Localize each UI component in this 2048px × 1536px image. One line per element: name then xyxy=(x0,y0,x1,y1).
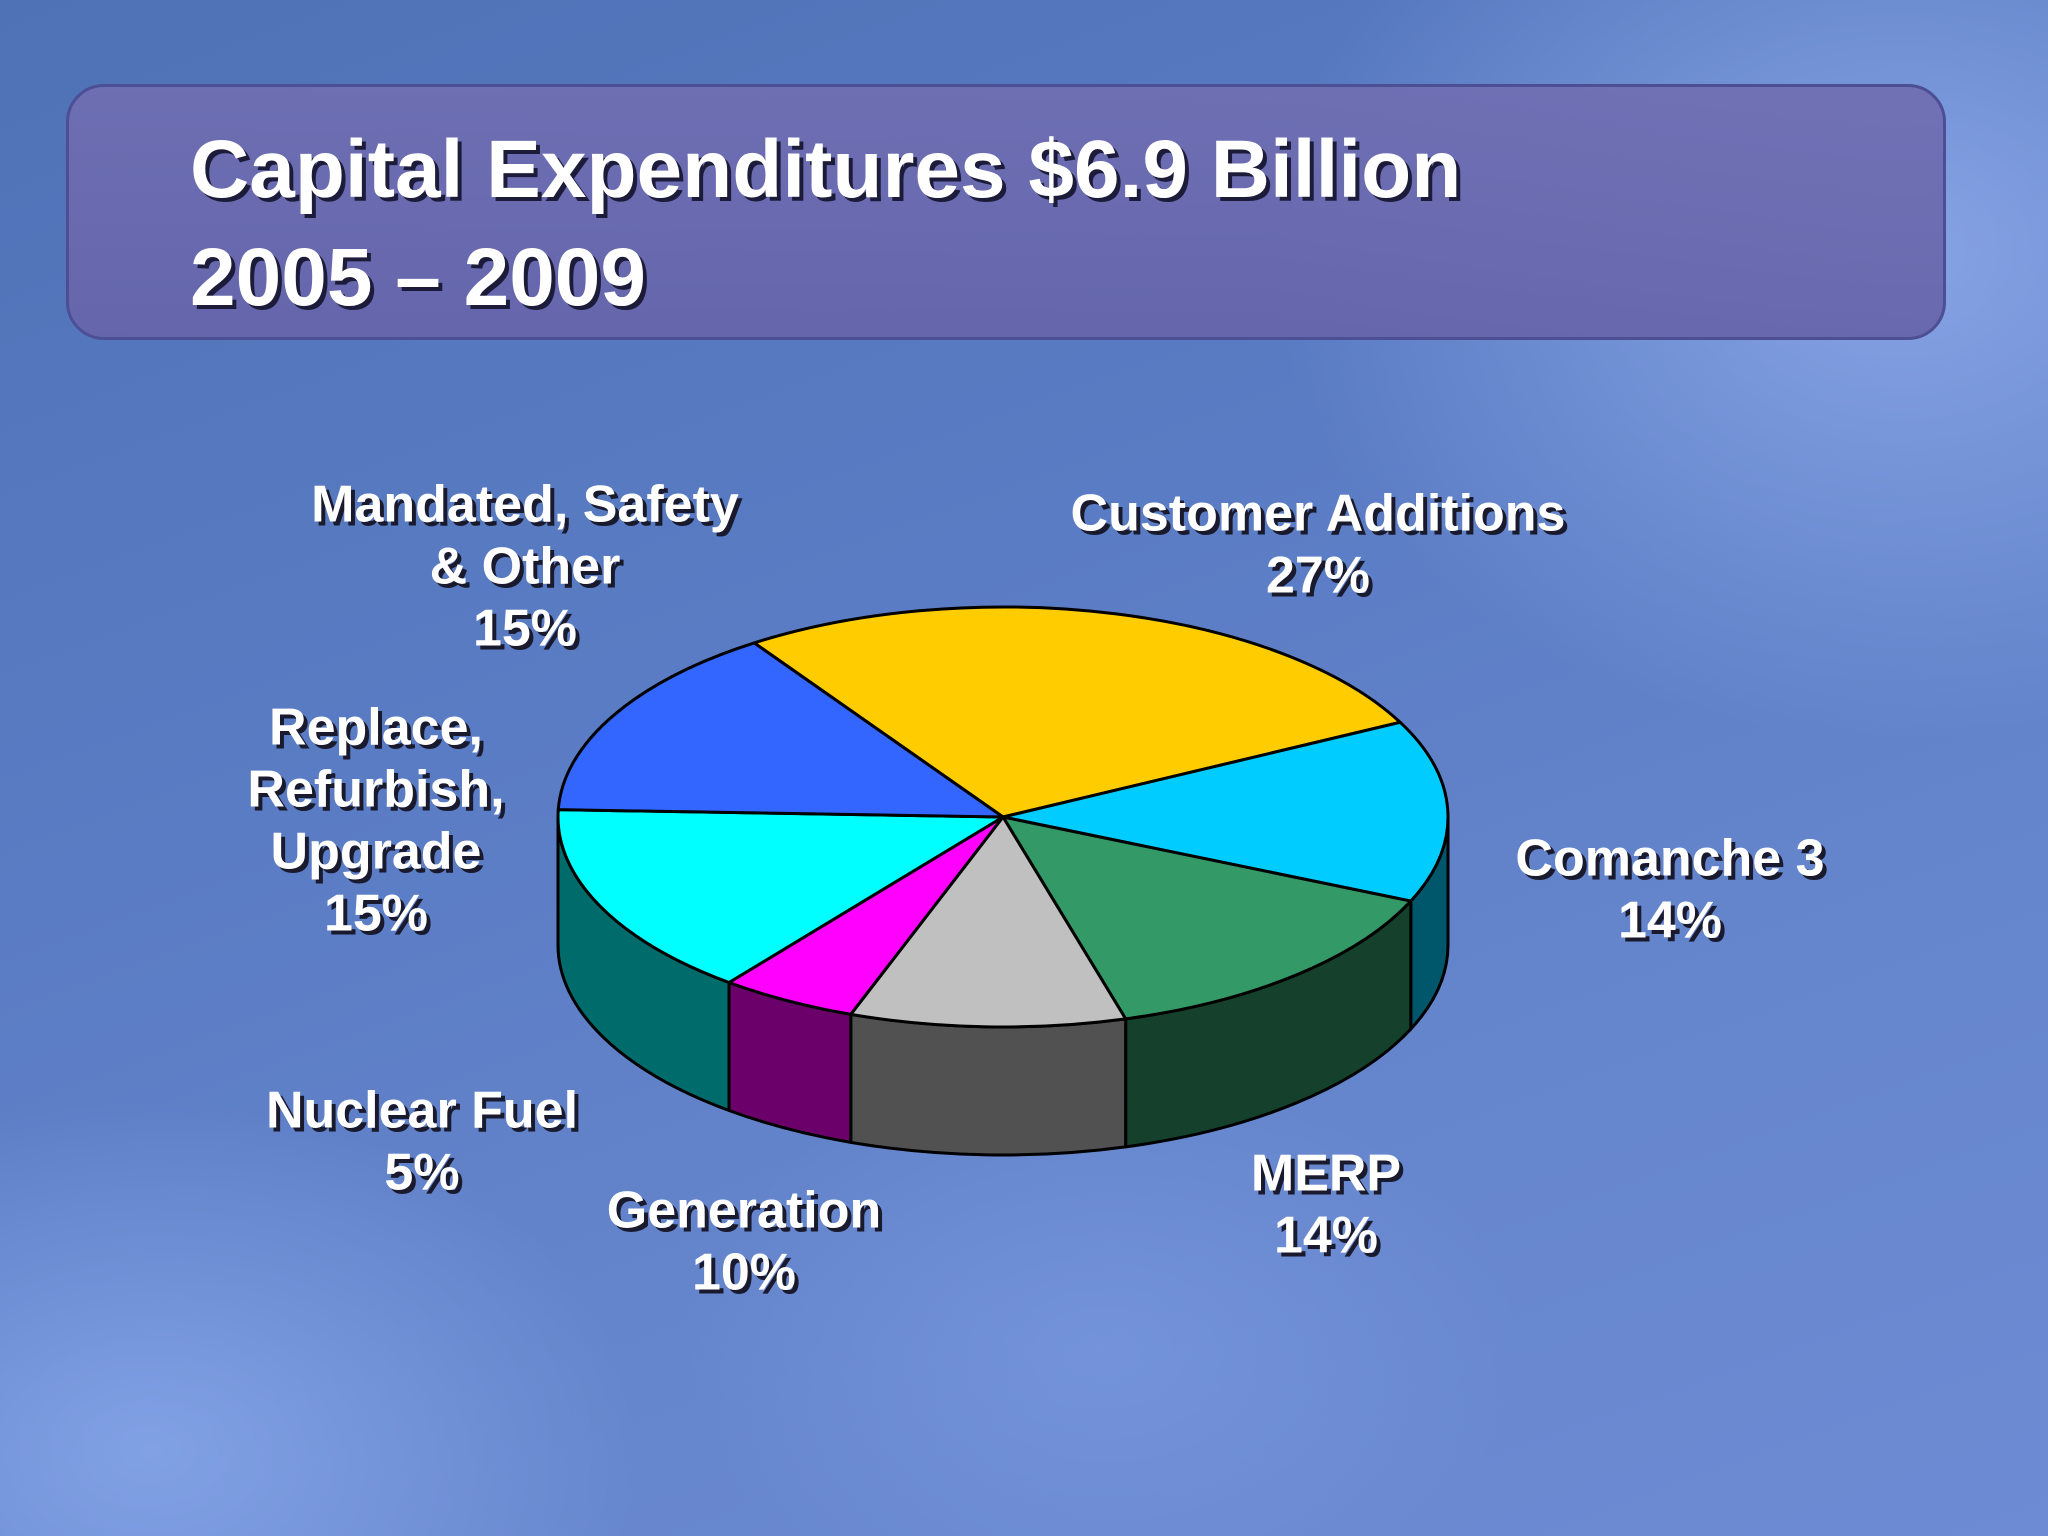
slice-label-shadow: Replace, xyxy=(273,703,487,761)
slice-percent-label: 27% xyxy=(1266,547,1370,605)
slice-label-shadow: MERP xyxy=(1255,1149,1405,1207)
slice-percent-label: 14% xyxy=(1618,892,1722,950)
pie-slice-6 xyxy=(556,641,1005,819)
slice-name-label: Replace, xyxy=(269,699,483,757)
slice-label-shadow: 27% xyxy=(1270,551,1374,609)
pie-side-3 xyxy=(849,1012,1128,1157)
slide-subtitle-years: 2005 – 2009 xyxy=(190,232,647,323)
slice-name-label: Refurbish, xyxy=(247,761,504,819)
pie-tops xyxy=(556,605,1450,1029)
pie-slice-3 xyxy=(849,815,1128,1029)
slice-name-label: MERP xyxy=(1251,1145,1401,1203)
slice-percent-label: 5% xyxy=(384,1144,459,1202)
slice-name-label: Mandated, Safety xyxy=(311,476,739,534)
slice-name-label: Customer Additions xyxy=(1071,485,1566,543)
slice-label-shadow: Generation xyxy=(611,1186,886,1244)
pie-slice-1 xyxy=(1001,720,1450,903)
slice-label-shadow: Upgrade xyxy=(275,827,486,885)
slice-name-label: Generation xyxy=(607,1182,882,1240)
slice-label-shadow: Nuclear Fuel xyxy=(270,1086,582,1144)
slice-percent-label: 15% xyxy=(473,600,577,658)
pie-slice-2 xyxy=(1001,815,1413,1021)
slice-label-shadow: 10% xyxy=(696,1248,800,1306)
slice-name-label: Comanche 3 xyxy=(1515,830,1824,888)
slice-name-label: Nuclear Fuel xyxy=(266,1082,578,1140)
slice-label-shadow: Customer Additions xyxy=(1075,489,1570,547)
slice-label-shadow: 15% xyxy=(477,604,581,662)
slice-name-label: & Other xyxy=(430,538,621,596)
slice-label-shadow: 5% xyxy=(388,1148,463,1206)
slice-label-shadow: Refurbish, xyxy=(251,765,508,823)
pie-slice-0 xyxy=(752,605,1402,819)
slice-label-shadow: Comanche 3 xyxy=(1519,834,1828,892)
slice-percent-label: 15% xyxy=(324,885,428,943)
slice-label-shadow: 14% xyxy=(1622,896,1726,954)
slice-name-label: Upgrade xyxy=(271,823,482,881)
pie-slice-5 xyxy=(556,808,1005,984)
slice-label-shadow: Mandated, Safety xyxy=(315,480,743,538)
slice-percent-label: 10% xyxy=(692,1244,796,1302)
slice-label-shadow: 15% xyxy=(328,889,432,947)
slice-label-shadow: & Other xyxy=(434,542,625,600)
title-bar xyxy=(66,84,1946,340)
slice-label-shadow: 14% xyxy=(1278,1211,1382,1269)
slide-title: Capital Expenditures $6.9 Billion xyxy=(190,124,1462,215)
slice-percent-label: 14% xyxy=(1274,1207,1378,1265)
